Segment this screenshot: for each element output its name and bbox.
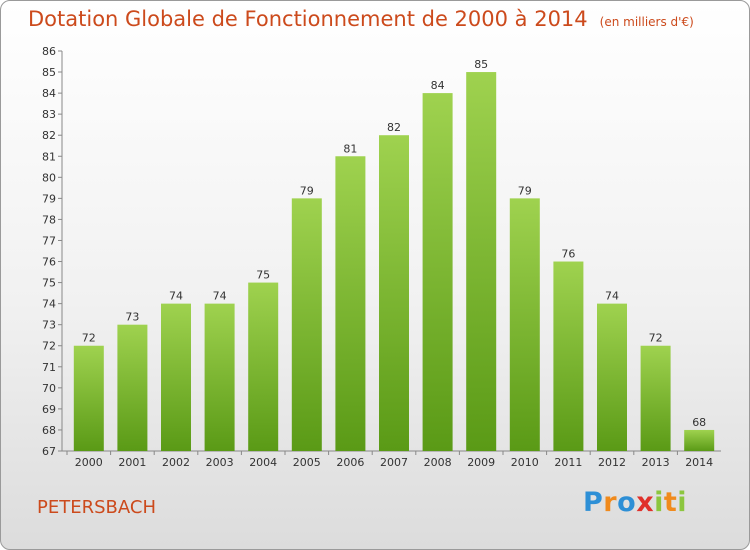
logo-letter: o	[617, 487, 637, 518]
x-tick-label: 2014	[685, 456, 713, 469]
y-tick-label: 77	[42, 234, 56, 247]
x-tick-label: 2012	[598, 456, 626, 469]
y-tick-label: 81	[42, 150, 56, 163]
bar-value-label: 72	[82, 332, 96, 345]
y-tick-label: 69	[42, 403, 56, 416]
x-tick-label: 2009	[467, 456, 495, 469]
bar-value-label: 85	[474, 58, 488, 71]
y-tick-label: 73	[42, 319, 56, 332]
x-tick-label: 2005	[293, 456, 321, 469]
bar-value-label: 76	[561, 248, 575, 261]
proxiti-logo[interactable]: Proxiti	[583, 487, 687, 518]
bar	[684, 429, 715, 451]
y-tick-label: 75	[42, 277, 56, 290]
bar	[248, 282, 279, 451]
x-tick-label: 2000	[75, 456, 103, 469]
bar-value-label: 68	[692, 416, 706, 429]
bar-value-label: 81	[343, 142, 357, 155]
x-tick-label: 2002	[162, 456, 190, 469]
bar	[379, 135, 409, 452]
y-tick-label: 85	[42, 66, 56, 79]
y-tick-label: 70	[42, 382, 56, 395]
bar	[640, 345, 671, 451]
x-tick-label: 2013	[642, 456, 670, 469]
bar	[335, 156, 366, 451]
x-tick-label: 2003	[206, 456, 234, 469]
logo-letter: t	[663, 487, 678, 518]
chart-axes: 67 68 69 70 71 72 73 74 75 76 77 78 79 80 81 82 83 84 85 86…	[42, 45, 721, 469]
x-tick-label: 2001	[118, 456, 146, 469]
bar	[73, 345, 104, 451]
y-tick-label: 82	[42, 129, 56, 142]
bar-value-label: 75	[256, 269, 270, 282]
logo-letter: i	[677, 487, 688, 518]
x-tick-label: 2006	[336, 456, 364, 469]
bar	[204, 303, 235, 451]
bar	[466, 72, 497, 451]
x-tick-label: 2010	[511, 456, 539, 469]
bar-value-label: 79	[518, 184, 532, 197]
logo-letter: r	[603, 487, 618, 518]
y-tick-label: 78	[42, 213, 56, 226]
logo-letter: P	[583, 487, 604, 518]
chart-title-text: Dotation Globale de Fonctionnement de 20…	[28, 7, 588, 31]
bar	[117, 324, 148, 451]
chart-subtitle: (en milliers d'€)	[599, 15, 694, 29]
bar-value-label: 72	[649, 332, 663, 345]
bar	[422, 93, 453, 452]
bar	[553, 261, 584, 451]
x-tick-label: 2008	[424, 456, 452, 469]
y-tick-label: 71	[42, 361, 56, 374]
y-tick-label: 84	[42, 87, 56, 100]
y-tick-label: 67	[42, 445, 56, 458]
bar-value-label: 74	[169, 290, 183, 303]
x-tick-label: 2011	[554, 456, 582, 469]
y-tick-label: 83	[42, 108, 56, 121]
bar-value-label: 74	[605, 290, 619, 303]
bar	[161, 303, 191, 451]
y-tick-label: 76	[42, 256, 56, 269]
bar-value-label: 82	[387, 121, 401, 134]
x-tick-label: 2004	[249, 456, 277, 469]
y-tick-label: 68	[42, 424, 56, 437]
bar	[291, 198, 322, 451]
logo-letter: i	[654, 487, 664, 518]
bar-value-label: 74	[213, 290, 227, 303]
bar	[597, 303, 627, 451]
y-tick-label: 79	[42, 192, 56, 205]
bar-value-label: 84	[431, 79, 445, 92]
chart-bars: 72 73 74 74 75 79 81 82 84 85 79 76 74 72 68	[73, 58, 715, 452]
bar-value-label: 79	[300, 184, 314, 197]
y-tick-label: 86	[42, 45, 56, 58]
chart-title: Dotation Globale de Fonctionnement de 20…	[28, 7, 694, 31]
logo-letter: x	[636, 487, 655, 518]
y-tick-label: 72	[42, 340, 56, 353]
y-tick-label: 74	[42, 298, 56, 311]
bar-value-label: 73	[125, 311, 139, 324]
x-tick-label: 2007	[380, 456, 408, 469]
town-name: PETERSBACH	[37, 497, 156, 518]
bar	[509, 198, 540, 451]
y-tick-label: 80	[42, 171, 56, 184]
